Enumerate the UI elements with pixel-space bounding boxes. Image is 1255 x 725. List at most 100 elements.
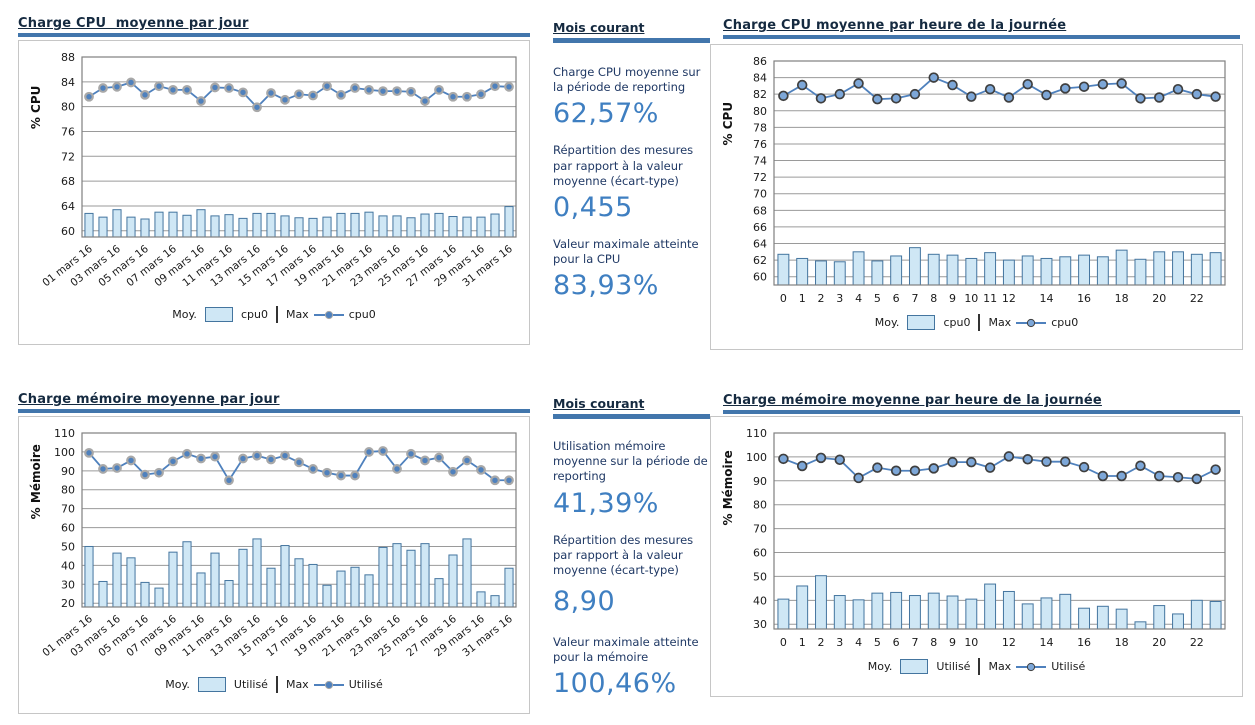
max-line-icon <box>1016 662 1047 671</box>
max-point <box>462 91 472 102</box>
max-point <box>1078 81 1090 92</box>
y-tick-label: 88 <box>61 51 75 64</box>
legend: Moy. cpu0 Max cpu0 <box>168 306 379 323</box>
max-point <box>308 90 318 101</box>
x-tick-label: 7 <box>911 636 918 649</box>
stat-label: Utilisation mémoire moyenne sur la pério… <box>553 439 708 484</box>
y-tick-label: 64 <box>753 238 767 251</box>
panel-heading: Mois courant <box>553 20 645 35</box>
legend-max-series: cpu0 <box>348 308 376 321</box>
max-point <box>322 81 332 92</box>
x-tick-label: 7 <box>911 292 918 305</box>
moy-bar <box>112 552 122 608</box>
max-point <box>224 83 234 93</box>
y-tick-label: 68 <box>61 175 75 188</box>
moy-bar <box>1021 255 1034 286</box>
max-point <box>266 454 276 465</box>
max-point <box>947 79 958 91</box>
x-tick-label: 2 <box>817 636 824 649</box>
y-tick-label: 70 <box>61 503 75 516</box>
x-tick-label: 6 <box>893 636 900 649</box>
legend-moy-label: Moy. <box>165 678 190 691</box>
max-point <box>84 91 94 102</box>
max-point <box>210 82 220 93</box>
moy-bar <box>140 581 150 608</box>
legend-divider <box>275 306 278 323</box>
moy-bar <box>1209 252 1222 286</box>
max-point <box>448 91 458 102</box>
y-tick-label: 60 <box>61 522 75 535</box>
x-tick-label: 10 <box>964 636 978 649</box>
x-tick-label: 4 <box>855 636 862 649</box>
moy-bar <box>322 584 332 608</box>
y-tick-label: 76 <box>753 138 767 151</box>
max-point <box>966 91 977 102</box>
moy-bar <box>224 580 234 608</box>
x-tick-label: 0 <box>780 636 787 649</box>
moy-bar <box>1134 621 1147 630</box>
stat-value: 62,57% <box>553 98 659 130</box>
moy-bar <box>890 255 903 286</box>
max-point <box>1135 460 1146 471</box>
plot-border <box>773 432 1226 630</box>
x-tick-label: 1 <box>799 292 806 305</box>
moy-bar <box>434 212 444 238</box>
moy-bar <box>336 212 346 238</box>
max-point <box>168 456 178 467</box>
max-point <box>1078 461 1090 473</box>
title-rule <box>18 33 530 37</box>
y-tick-label: 84 <box>753 72 767 85</box>
max-point <box>112 463 122 473</box>
max-point <box>196 96 206 106</box>
moy-bar <box>350 212 360 238</box>
moy-bar <box>448 554 458 608</box>
moy-bar <box>852 599 865 630</box>
x-tick-label: 20 <box>1152 636 1166 649</box>
max-point <box>98 464 108 474</box>
stat-value: 41,39% <box>553 487 659 519</box>
moy-bar <box>871 592 884 630</box>
max-point <box>336 470 346 481</box>
moy-bar <box>927 592 940 630</box>
moy-bar <box>266 567 276 608</box>
moy-bar <box>280 545 290 608</box>
moy-bar <box>1190 253 1203 286</box>
x-tick-label: 9 <box>949 292 956 305</box>
max-point <box>504 81 514 92</box>
y-tick-label: 40 <box>61 559 75 572</box>
max-point <box>947 456 958 468</box>
moy-bar <box>126 557 136 608</box>
max-point <box>210 451 220 462</box>
legend-max-series: Utilisé <box>1051 660 1086 673</box>
max-point <box>224 475 234 486</box>
moy-bar <box>504 567 514 608</box>
x-tick-label: 11 <box>983 292 997 305</box>
max-point <box>928 463 939 474</box>
max-line-icon <box>313 680 344 689</box>
moy-bar-swatch-icon <box>197 677 226 692</box>
moy-bar <box>336 570 346 608</box>
moy-bar <box>984 252 997 286</box>
max-point <box>406 86 416 97</box>
moy-bar <box>1078 607 1091 630</box>
x-tick-label: 14 <box>1039 292 1053 305</box>
y-tick-label: 50 <box>753 570 767 583</box>
x-tick-label: 16 <box>1077 292 1091 305</box>
max-line <box>783 455 1217 480</box>
max-point <box>872 93 883 105</box>
moy-bar <box>462 538 472 608</box>
max-point <box>448 466 458 477</box>
legend-moy-label: Moy. <box>172 308 197 321</box>
max-point <box>966 456 977 468</box>
panel-rule <box>553 38 710 43</box>
title-rule <box>18 409 530 413</box>
moy-bar <box>196 572 206 608</box>
max-point <box>294 457 304 468</box>
moy-bar <box>266 212 276 238</box>
x-tick-label: 20 <box>1152 292 1166 305</box>
max-point <box>834 454 846 466</box>
chart-title: Charge mémoire moyenne par jour <box>18 392 280 407</box>
moy-bar <box>154 211 164 238</box>
chart-card-mem-daily: 20 30 40 50 60 70 80 90 100 110% Mémoire 01 mars 1… <box>18 416 530 714</box>
moy-bar <box>1040 597 1053 630</box>
